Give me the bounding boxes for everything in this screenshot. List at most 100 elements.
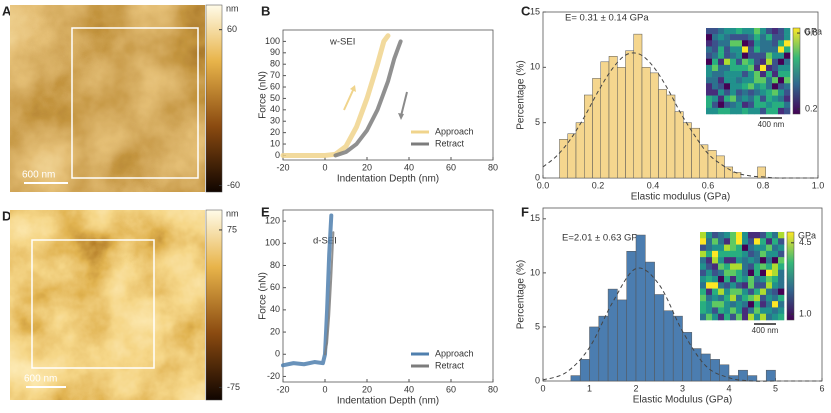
map-cell [778, 307, 785, 315]
map-cell [760, 238, 767, 245]
map-cell [766, 307, 773, 315]
histogram-bar [625, 50, 634, 179]
map-cell [754, 238, 761, 245]
map-cell [754, 95, 761, 103]
map-cell [784, 101, 791, 109]
map-cell [766, 40, 773, 47]
map-cell [760, 89, 767, 96]
map-cell [718, 28, 725, 35]
y-axis-label: Percentage (%) [516, 260, 527, 329]
map-cell [730, 269, 737, 277]
map-cell [700, 238, 707, 245]
map-cell [724, 46, 731, 53]
map-cell [700, 288, 707, 296]
map-cell [700, 232, 707, 239]
map-cell [742, 83, 749, 90]
fit-curve [542, 52, 818, 179]
map-cell [760, 40, 767, 47]
map-cell [754, 89, 761, 96]
map-cell [736, 64, 743, 72]
map-cell [712, 269, 719, 277]
map-cell [766, 71, 773, 78]
map-cell [736, 52, 743, 60]
map-cell [766, 64, 773, 72]
map-cell [706, 28, 713, 35]
map-cell [778, 276, 785, 283]
map-cell [724, 95, 731, 103]
x-tick-label: 1 [587, 383, 592, 393]
map-cell [724, 250, 731, 258]
map-cell [772, 263, 779, 271]
map-cell [718, 71, 725, 78]
x-axis-label: Indentation Depth (nm) [337, 396, 439, 407]
histogram-bar [674, 111, 684, 179]
map-cell [784, 71, 791, 78]
map-cell [724, 257, 731, 264]
map-cell [706, 269, 713, 277]
map-cell [730, 288, 737, 296]
map-cell [772, 294, 779, 302]
map-cell [748, 307, 755, 315]
map-cell [784, 40, 791, 47]
map-cell [748, 64, 755, 72]
map-cell [778, 288, 785, 296]
x-tick-label: 5 [773, 383, 778, 393]
map-cell [748, 71, 755, 78]
map-cell [772, 269, 779, 277]
map-cell [706, 101, 713, 109]
map-cell [778, 269, 785, 277]
map-cell [784, 89, 791, 96]
histogram-bar [700, 353, 711, 382]
map-cell [730, 34, 737, 41]
map-cell [706, 46, 713, 53]
map-cell [772, 250, 779, 258]
map-cell [724, 313, 731, 321]
map-cell [706, 107, 713, 115]
map-cell [760, 257, 767, 264]
map-cell [736, 83, 743, 90]
map-cell [736, 46, 743, 53]
map-cell [736, 238, 743, 245]
y-tick-label: 20 [270, 326, 280, 336]
map-cell [778, 64, 785, 72]
colorbar-tick-label: -60 [227, 180, 240, 190]
histogram-bar [584, 94, 593, 179]
y-tick-label: -20 [267, 371, 280, 381]
map-cell [742, 238, 749, 245]
map-cell [772, 83, 779, 90]
panel-letter: E [261, 204, 270, 219]
x-tick-label: 2 [633, 383, 638, 393]
map-cell [718, 238, 725, 245]
map-cell [736, 58, 743, 66]
map-cell [742, 101, 749, 109]
x-tick-label: 0.0 [537, 180, 550, 190]
map-cell [760, 83, 767, 90]
map-cell [700, 257, 707, 264]
map-cell [748, 101, 755, 109]
map-cell [766, 294, 773, 302]
map-cell [760, 46, 767, 53]
map-cell [736, 95, 743, 103]
modulus-map [706, 28, 791, 115]
map-cell [712, 71, 719, 78]
map-cell [706, 288, 713, 296]
map-cell [718, 95, 725, 103]
map-cell [706, 64, 713, 72]
map-cell [724, 288, 731, 296]
map-cell [778, 40, 785, 47]
map-cell [742, 52, 749, 60]
map-cell [772, 40, 779, 47]
map-cell [736, 288, 743, 296]
map-cell [760, 28, 767, 35]
map-cell [706, 244, 713, 252]
histogram-bar [617, 67, 626, 179]
y-tick-label: 60 [270, 282, 280, 292]
colorbar [792, 27, 801, 115]
map-cell [778, 257, 785, 264]
map-cell [724, 276, 731, 283]
map-cell [778, 101, 785, 109]
map-cell [736, 89, 743, 96]
map-cell [706, 83, 713, 90]
histogram-bar [635, 234, 646, 382]
